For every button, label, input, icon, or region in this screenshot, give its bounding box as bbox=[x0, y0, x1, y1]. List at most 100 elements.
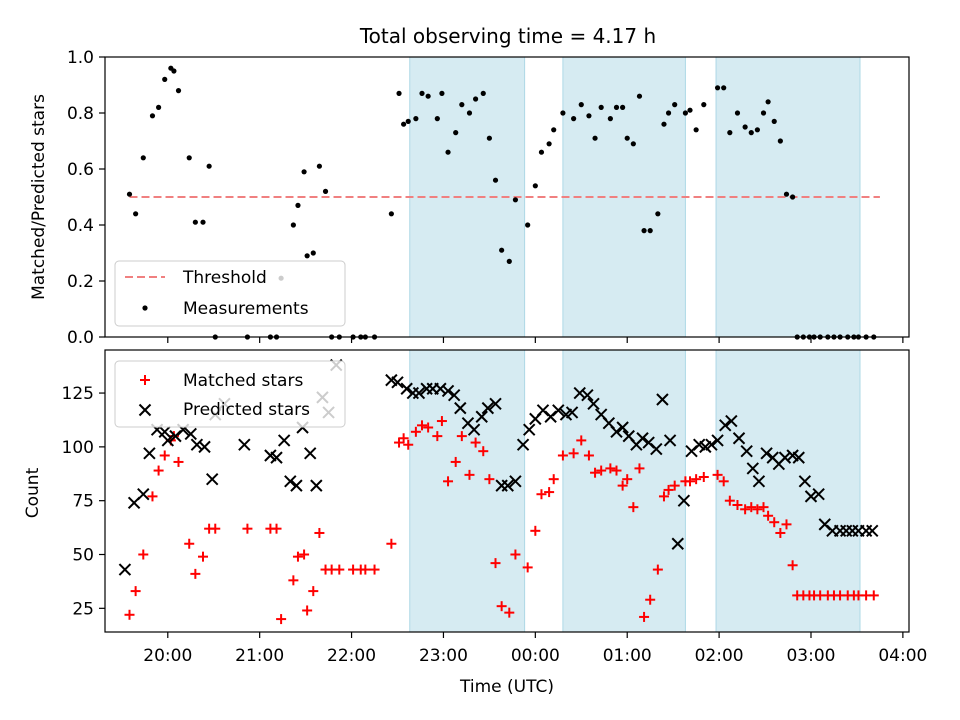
predicted-point bbox=[725, 414, 738, 428]
predicted-point bbox=[238, 438, 251, 451]
predicted-point bbox=[581, 388, 594, 402]
measurement-point bbox=[301, 169, 307, 175]
predicted-point bbox=[573, 386, 586, 400]
matched-point bbox=[184, 538, 195, 549]
matched-point bbox=[685, 476, 696, 487]
predicted-point-b bbox=[866, 524, 879, 538]
measurement-point bbox=[721, 85, 727, 91]
measurement-point bbox=[175, 88, 182, 94]
measurement-point bbox=[546, 141, 552, 147]
matched-point bbox=[410, 426, 421, 437]
matched-point bbox=[417, 420, 428, 431]
predicted-point-b bbox=[143, 447, 156, 460]
bottom-shaded-intervals bbox=[409, 349, 861, 633]
matched-point bbox=[456, 431, 467, 442]
measurement-point bbox=[466, 110, 473, 116]
matched-point bbox=[691, 474, 702, 485]
measurement-point bbox=[777, 138, 783, 144]
bottom-axes-frame bbox=[104, 349, 910, 633]
matched-point bbox=[271, 523, 282, 534]
matched-point bbox=[360, 564, 371, 575]
predicted-point-b bbox=[481, 401, 495, 415]
predicted-point bbox=[565, 406, 579, 419]
matched-point bbox=[718, 476, 729, 487]
measurement-point bbox=[641, 228, 647, 234]
predicted-point bbox=[711, 434, 724, 447]
measurement-point bbox=[701, 102, 707, 108]
predicted-point-b bbox=[622, 429, 635, 443]
matched-point bbox=[622, 474, 633, 485]
matched-point bbox=[590, 467, 601, 478]
predicted-point-b bbox=[447, 388, 461, 402]
top-y-axis-label: Matched/Predicted stars bbox=[29, 94, 49, 300]
predicted-point-b bbox=[656, 393, 669, 406]
measurement-point bbox=[480, 90, 486, 96]
measurement-point bbox=[512, 197, 519, 203]
measurement-point bbox=[771, 118, 777, 124]
predicted-point-b bbox=[778, 451, 792, 464]
matched-point bbox=[173, 456, 184, 467]
matched-point bbox=[190, 568, 201, 579]
predicted-point bbox=[610, 425, 623, 439]
predicted-point bbox=[804, 490, 818, 503]
bottom-x-ticks: 20:00 21:00 22:00 23:00 00:00 01:00 02:00 03:00… bbox=[143, 632, 927, 666]
matched-point bbox=[464, 469, 475, 480]
predicted-point-b bbox=[270, 451, 283, 464]
measurement-point bbox=[742, 124, 748, 130]
measurement-point bbox=[206, 163, 212, 169]
predicted-point bbox=[752, 475, 766, 488]
legend-predicted-marker-b bbox=[138, 403, 152, 417]
predicted-point bbox=[284, 475, 297, 488]
top-x-tick-marks bbox=[167, 337, 904, 343]
measurement-point bbox=[661, 121, 667, 127]
measurement-point bbox=[439, 90, 445, 96]
predicted-point bbox=[636, 432, 649, 445]
predicted-point bbox=[812, 488, 825, 501]
measurement-point bbox=[310, 250, 316, 256]
matched-point bbox=[314, 527, 325, 538]
predicted-point-b bbox=[118, 563, 132, 576]
predicted-point-b bbox=[475, 410, 488, 423]
predicted-point-b bbox=[190, 438, 204, 451]
measurement-point bbox=[693, 127, 699, 133]
top-y-tick-label: 0.4 bbox=[67, 216, 94, 236]
predicted-point bbox=[671, 537, 684, 550]
matched-point bbox=[168, 431, 179, 442]
matched-point bbox=[198, 551, 209, 562]
bottom-y-tick-label: 100 bbox=[62, 438, 94, 458]
predicted-point bbox=[467, 423, 481, 436]
matched-point bbox=[536, 489, 547, 500]
bottom-panel: 25 50 75 100 125 20:00 21:00 22:00 23:00 00:00 01… bbox=[23, 349, 927, 697]
measurement-point bbox=[727, 130, 733, 136]
predicted-point-b bbox=[454, 401, 467, 415]
predicted-point bbox=[616, 421, 629, 434]
matched-point bbox=[698, 472, 709, 483]
matched-point bbox=[628, 502, 639, 513]
predicted-point-b bbox=[137, 488, 150, 501]
matched-point bbox=[130, 586, 141, 597]
predicted-point bbox=[184, 427, 197, 441]
measurement-point bbox=[571, 116, 577, 122]
predicted-point bbox=[158, 425, 171, 439]
measurement-point bbox=[630, 141, 636, 147]
shaded-interval bbox=[715, 349, 861, 633]
measurement-point bbox=[687, 107, 693, 113]
predicted-point-b bbox=[610, 425, 623, 439]
measurement-point bbox=[186, 155, 192, 161]
measurement-point bbox=[607, 116, 613, 122]
measurement-point bbox=[492, 177, 499, 183]
measurement-point bbox=[322, 188, 329, 194]
legend-predicted-marker bbox=[138, 403, 152, 417]
predicted-point bbox=[522, 423, 536, 436]
predicted-point-b bbox=[732, 432, 746, 445]
measurement-point bbox=[290, 222, 296, 228]
matched-point bbox=[432, 431, 443, 442]
matched-point bbox=[769, 517, 780, 528]
measurement-point bbox=[162, 76, 168, 82]
predicted-point-b bbox=[264, 449, 277, 462]
predicted-point bbox=[760, 447, 773, 460]
predicted-point-b bbox=[804, 490, 818, 503]
measurement-point bbox=[486, 135, 492, 141]
predicted-point bbox=[677, 494, 691, 507]
predicted-point-b bbox=[441, 384, 455, 398]
